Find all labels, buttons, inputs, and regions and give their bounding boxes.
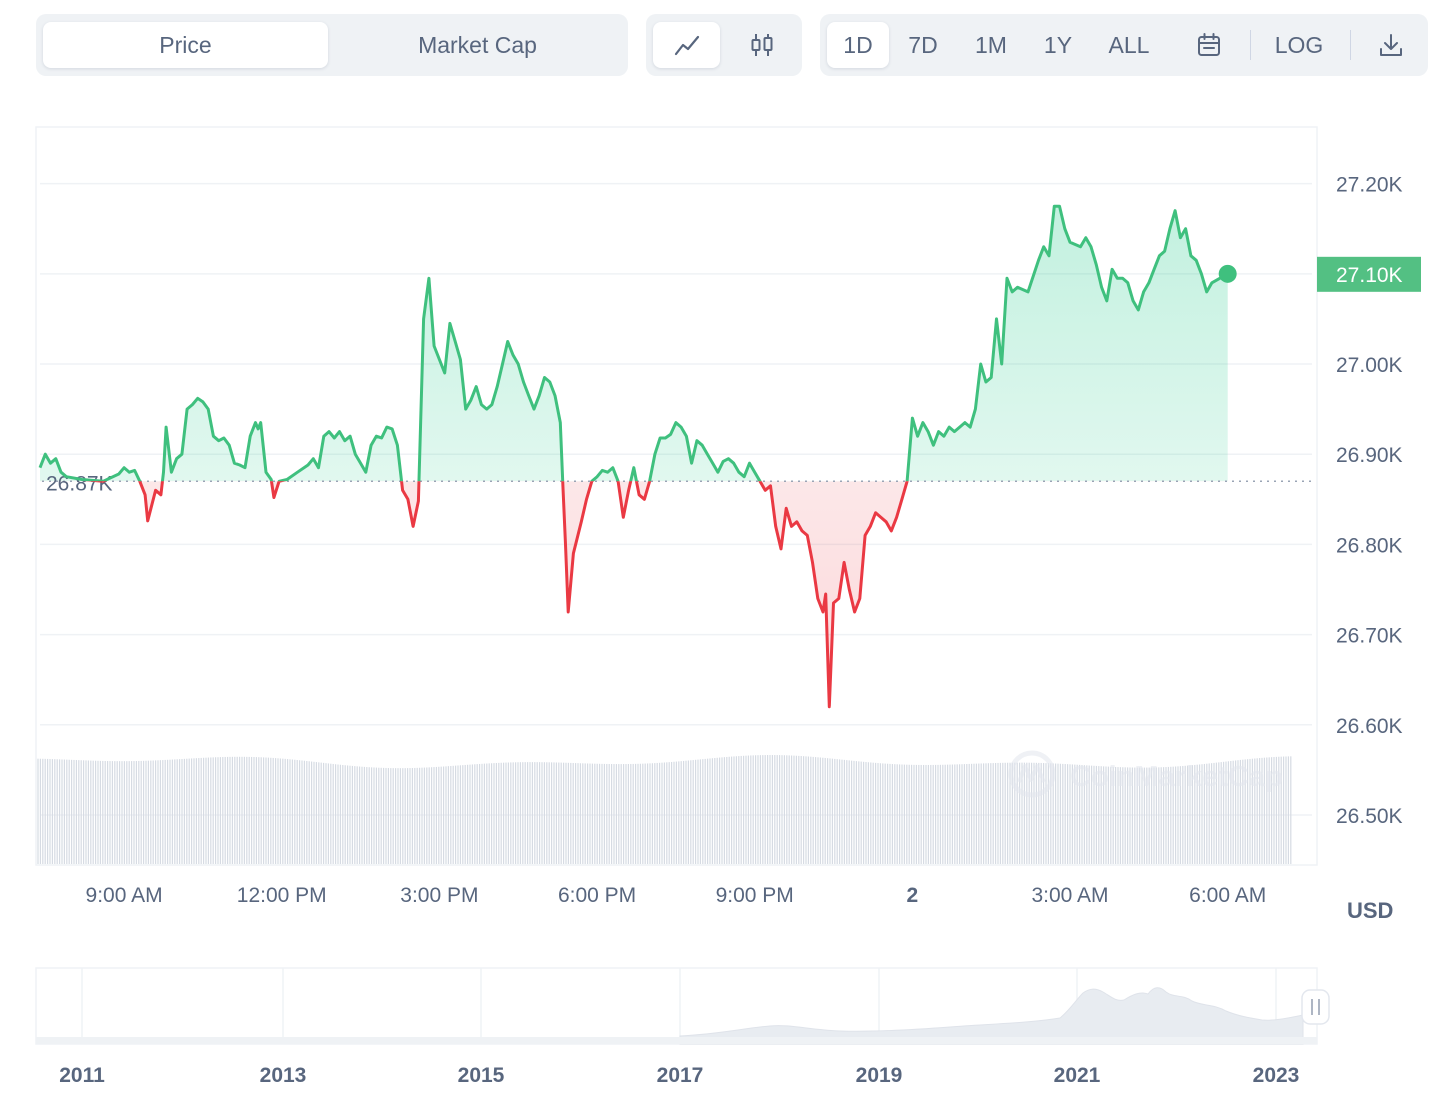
x-tick-label: 6:00 AM <box>1189 884 1266 907</box>
current-price-label: 27.10K <box>1336 264 1403 287</box>
y-axis: 27.20K 27.00K 26.90K 26.80K 26.70K 26.60K 26.5… <box>1336 174 1403 828</box>
area-above-baseline <box>40 206 1228 482</box>
area-fills <box>40 206 1228 707</box>
navigator-year-label: 2017 <box>657 1064 704 1087</box>
price-lines <box>38 204 1229 709</box>
navigator-labels: 2011 2013 2015 2017 2019 2021 2023 <box>59 1064 1299 1087</box>
divider <box>1250 30 1251 60</box>
range-1m-button[interactable]: 1M <box>975 31 1007 58</box>
x-tick-label: 6:00 PM <box>558 884 636 907</box>
current-price-badge <box>1317 256 1421 292</box>
current-price-dot <box>1218 264 1237 283</box>
x-axis: 9:00 AM 12:00 PM 3:00 PM 6:00 PM 9:00 PM 2 3:0… <box>86 884 1267 907</box>
watermark: CoinMarketCap <box>1008 750 1283 798</box>
price-chart[interactable]: CoinMarketCap 26.87K 27.20K27.00K26.90K2… <box>0 0 1434 940</box>
x-tick-label: 9:00 PM <box>716 884 794 907</box>
range-toolbar: 1D 7D 1M 1Y ALL LOG <box>820 14 1428 76</box>
tab-market-cap[interactable]: Market Cap <box>418 31 537 58</box>
y-tick-label: 26.80K <box>1336 534 1403 557</box>
tab-price[interactable]: Price <box>43 22 328 68</box>
range-7d-button[interactable]: 7D <box>908 31 938 58</box>
coinmarketcap-logo <box>1008 750 1056 798</box>
y-tick-label: 26.70K <box>1336 625 1403 648</box>
watermark-text: CoinMarketCap <box>1070 761 1283 793</box>
plot-area <box>35 126 1318 866</box>
range-1y-button[interactable]: 1Y <box>1043 31 1073 58</box>
current-price: 27.10K <box>1218 256 1421 292</box>
download-button[interactable] <box>1362 22 1420 68</box>
y-tick-label: 27.20K <box>1336 174 1403 197</box>
y-tick-label: 27.00K <box>1336 354 1403 377</box>
chart-type-toggle <box>646 14 802 76</box>
line-chart-button[interactable] <box>653 22 720 68</box>
candlestick-button[interactable] <box>728 22 795 68</box>
navigator-history <box>679 987 1304 1045</box>
pause-handle-icon <box>1311 999 1320 1015</box>
line-chart-icon <box>674 35 699 56</box>
download-icon <box>1380 34 1402 56</box>
divider <box>1350 30 1351 60</box>
navigator-handle[interactable] <box>1301 989 1330 1025</box>
x-tick-label: 3:00 AM <box>1031 884 1108 907</box>
navigator-year-label: 2011 <box>59 1064 105 1087</box>
x-tick-label: 12:00 PM <box>237 884 327 907</box>
navigator-year-label: 2023 <box>1253 1064 1300 1087</box>
coinmarketcap-logo-mark <box>1017 764 1046 783</box>
y-tick-label: 26.90K <box>1336 444 1403 467</box>
x-tick-label: 9:00 AM <box>86 884 163 907</box>
navigator-year-label: 2019 <box>856 1064 903 1087</box>
log-scale-toggle[interactable]: LOG <box>1274 31 1324 58</box>
navigator-year-label: 2015 <box>458 1064 505 1087</box>
currency-label: USD <box>1347 898 1394 923</box>
navigator-baseline <box>36 1037 1317 1044</box>
calendar-icon <box>1198 33 1220 56</box>
metric-tabs: Price Market Cap <box>36 14 628 76</box>
date-picker-button[interactable] <box>1180 22 1238 68</box>
y-tick-label: 26.60K <box>1336 715 1403 738</box>
price-line-up <box>38 204 1229 482</box>
volume-bars <box>37 755 1292 864</box>
navigator-year-label: 2013 <box>260 1064 307 1087</box>
range-all-button[interactable]: ALL <box>1108 31 1150 58</box>
navigator-area <box>35 967 1318 1045</box>
price-line-down <box>84 481 909 709</box>
range-1d-button[interactable]: 1D <box>827 22 889 68</box>
baseline-label: 26.87K <box>46 472 113 495</box>
x-tick-label: 2 <box>907 884 919 907</box>
x-tick-label: 3:00 PM <box>400 884 478 907</box>
navigator-gridlines <box>81 968 1277 1037</box>
y-tick-label: 26.50K <box>1336 805 1403 828</box>
candlestick-icon <box>751 34 772 56</box>
navigator-year-label: 2021 <box>1054 1064 1101 1087</box>
